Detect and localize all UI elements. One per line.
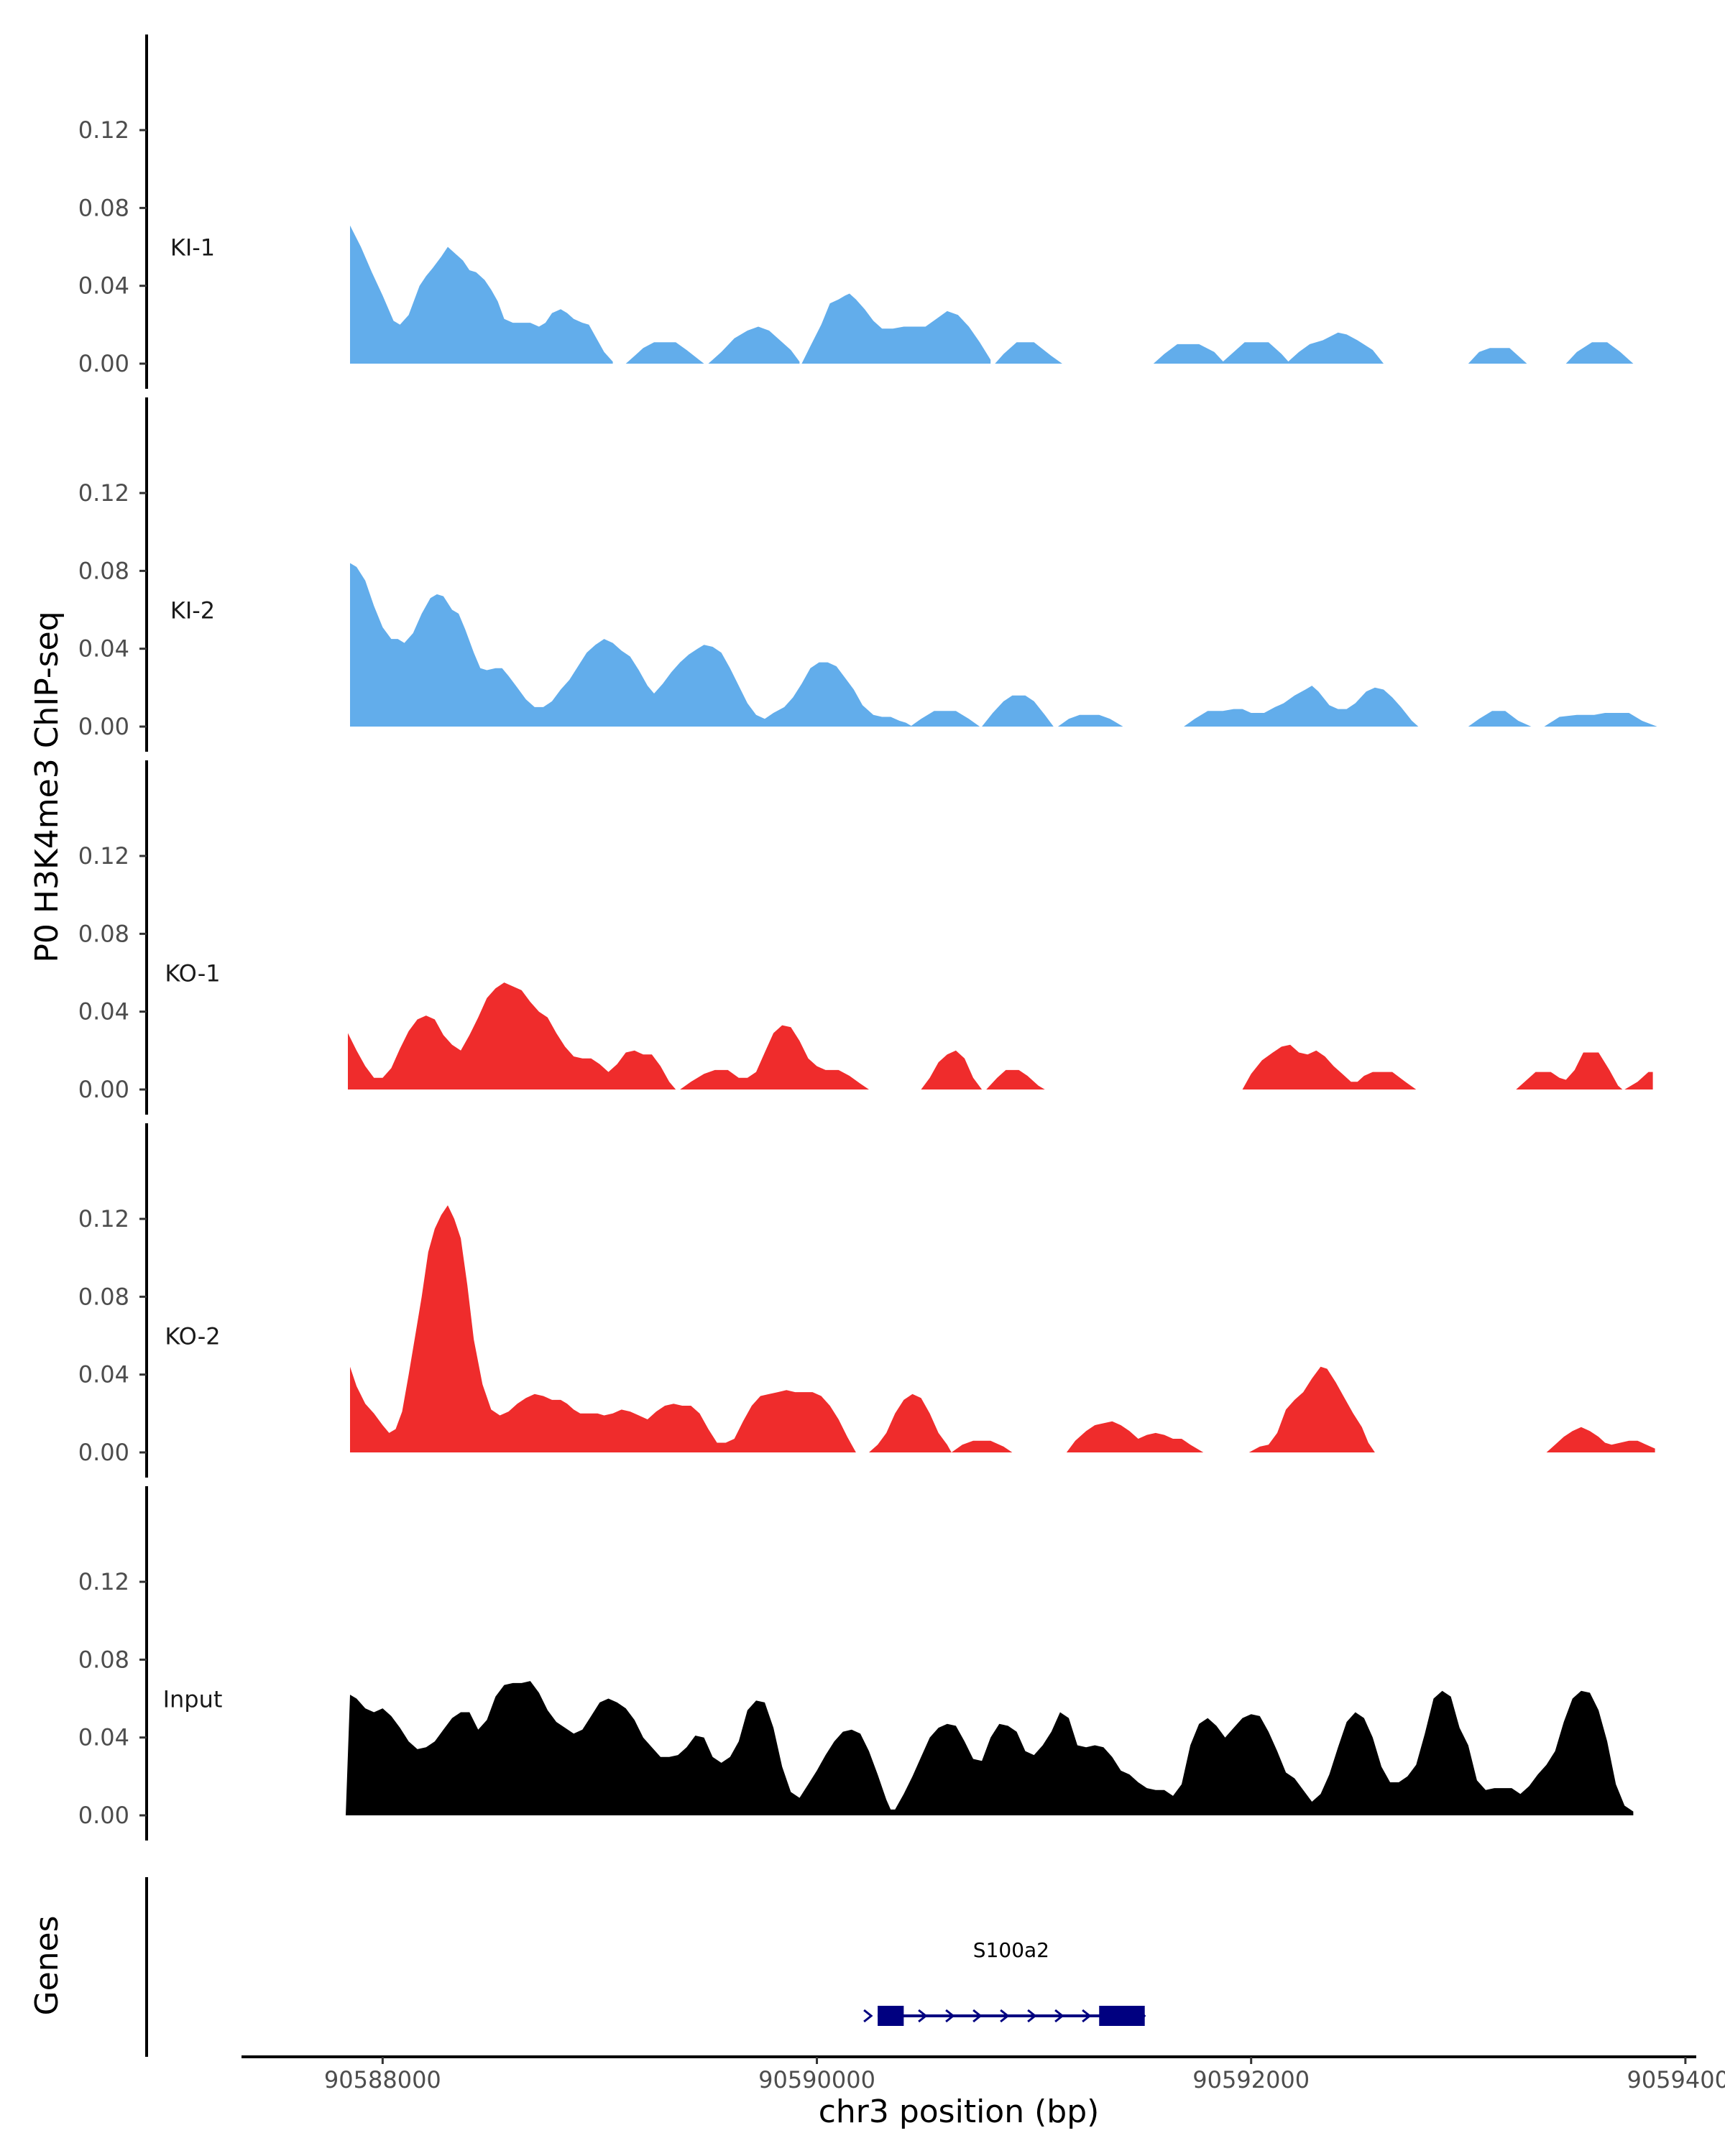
coverage-area-ki-2-0 <box>350 563 913 727</box>
x-tick-label: 90588000 <box>324 2066 441 2093</box>
track-label: Input <box>163 1686 223 1713</box>
y-tick-label: 0.08 <box>78 557 129 584</box>
coverage-area-ki-2-1 <box>910 711 980 727</box>
y-tick-label: 0.08 <box>78 1283 129 1310</box>
coverage-area-ko-2-0 <box>350 1205 856 1452</box>
y-tick-label: 0.08 <box>78 920 129 947</box>
track-panel-ko-2: 0.00 0.04 0.08 0.12 KO-2 <box>78 1123 1655 1478</box>
y-tick-label: 0.00 <box>78 350 129 377</box>
track-panels: 0.00 0.04 0.08 0.12 KI-1 0.00 0.04 0.08 0.12 KI-2… <box>78 34 1657 1841</box>
y-tick-label: 0.12 <box>78 479 129 507</box>
y-tick-label: 0.04 <box>78 1361 129 1388</box>
coverage-area-ki-2-5 <box>1468 711 1532 727</box>
coverage-area-ko-2-2 <box>951 1440 1013 1452</box>
coverage-area-input-0 <box>346 1681 1634 1815</box>
coverage-area-ki-2-2 <box>982 695 1054 727</box>
coverage-area-ko-2-4 <box>1248 1366 1375 1452</box>
coverage-area-ki-1-5 <box>1153 344 1225 364</box>
coverage-area-ko-1-0 <box>348 982 676 1089</box>
x-tick-label: 90590000 <box>758 2066 875 2093</box>
strand-arrow <box>863 2009 873 2023</box>
strand-arrow <box>1054 2009 1064 2023</box>
y-tick-label: 0.00 <box>78 1439 129 1466</box>
y-tick-label: 0.12 <box>78 116 129 144</box>
coverage-area-ki-1-4 <box>995 342 1062 364</box>
track-panel-ki-2: 0.00 0.04 0.08 0.12 KI-2 <box>78 397 1657 752</box>
strand-arrow <box>972 2009 983 2023</box>
track-label: KO-2 <box>165 1323 220 1350</box>
coverage-area-ki-1-8 <box>1468 348 1527 364</box>
coverage-area-ko-1-4 <box>1242 1044 1417 1089</box>
coverage-area-ki-1-3 <box>801 293 991 364</box>
y-tick-label: 0.00 <box>78 1076 129 1103</box>
gene-exon-2 <box>1099 2006 1145 2026</box>
coverage-area-ki-2-6 <box>1544 713 1657 727</box>
track-panel-ko-1: 0.00 0.04 0.08 0.12 KO-1 <box>78 760 1653 1115</box>
x-axis: 90588000 90590000 90592000 90594000 <box>242 2055 1725 2093</box>
coverage-area-ki-1-9 <box>1565 342 1634 364</box>
y-tick-label: 0.08 <box>78 1646 129 1673</box>
y-axis-title: P0 H3K4me3 ChIP-seq <box>29 611 65 962</box>
strand-arrow <box>1082 2009 1092 2023</box>
x-tick-label: 90592000 <box>1192 2066 1310 2093</box>
x-axis-title: chr3 position (bp) <box>819 2093 1100 2130</box>
y-tick-label: 0.00 <box>78 713 129 740</box>
strand-arrow <box>945 2009 955 2023</box>
y-tick-label: 0.04 <box>78 998 129 1026</box>
coverage-area-ki-2-4 <box>1184 686 1419 727</box>
track-panel-input: 0.00 0.04 0.08 0.12 Input <box>78 1486 1634 1841</box>
y-tick-label: 0.00 <box>78 1802 129 1829</box>
coverage-area-ki-1-6 <box>1220 342 1291 364</box>
track-panel-ki-1: 0.00 0.04 0.08 0.12 KI-1 <box>78 34 1634 389</box>
x-tick-label: 90594000 <box>1627 2066 1725 2093</box>
coverage-area-ko-1-2 <box>921 1050 983 1089</box>
gene-exon-1 <box>878 2006 904 2026</box>
track-label: KI-1 <box>170 234 215 262</box>
coverage-area-ko-1-5 <box>1516 1052 1623 1089</box>
strand-arrow <box>1027 2009 1037 2023</box>
coverage-area-ki-1-7 <box>1286 332 1384 364</box>
coverage-area-ki-1-1 <box>625 342 704 364</box>
y-tick-label: 0.12 <box>78 842 129 870</box>
y-tick-label: 0.04 <box>78 635 129 663</box>
coverage-area-ko-2-1 <box>869 1393 952 1452</box>
genes-axis-title: Genes <box>29 1915 65 2015</box>
track-label: KO-1 <box>165 960 220 987</box>
coverage-area-ko-1-1 <box>680 1025 869 1089</box>
y-tick-label: 0.04 <box>78 272 129 300</box>
y-tick-label: 0.04 <box>78 1724 129 1751</box>
coverage-area-ko-1-6 <box>1624 1072 1653 1089</box>
track-label: KI-2 <box>170 597 215 625</box>
coverage-area-ko-2-3 <box>1066 1421 1204 1452</box>
coverage-area-ko-1-3 <box>986 1069 1045 1089</box>
coverage-area-ko-2-5 <box>1546 1427 1655 1452</box>
y-tick-label: 0.12 <box>78 1568 129 1595</box>
strand-arrow <box>918 2009 928 2023</box>
gene-name-label: S100a2 <box>973 1938 1049 1962</box>
coverage-area-ki-1-2 <box>708 326 800 364</box>
strand-arrow <box>1000 2009 1010 2023</box>
coverage-area-ki-2-3 <box>1057 714 1123 727</box>
y-tick-label: 0.08 <box>78 194 129 221</box>
y-tick-label: 0.12 <box>78 1205 129 1233</box>
coverage-area-ki-1-0 <box>350 225 613 364</box>
gene-panel: S100a2 <box>145 1877 1146 2057</box>
